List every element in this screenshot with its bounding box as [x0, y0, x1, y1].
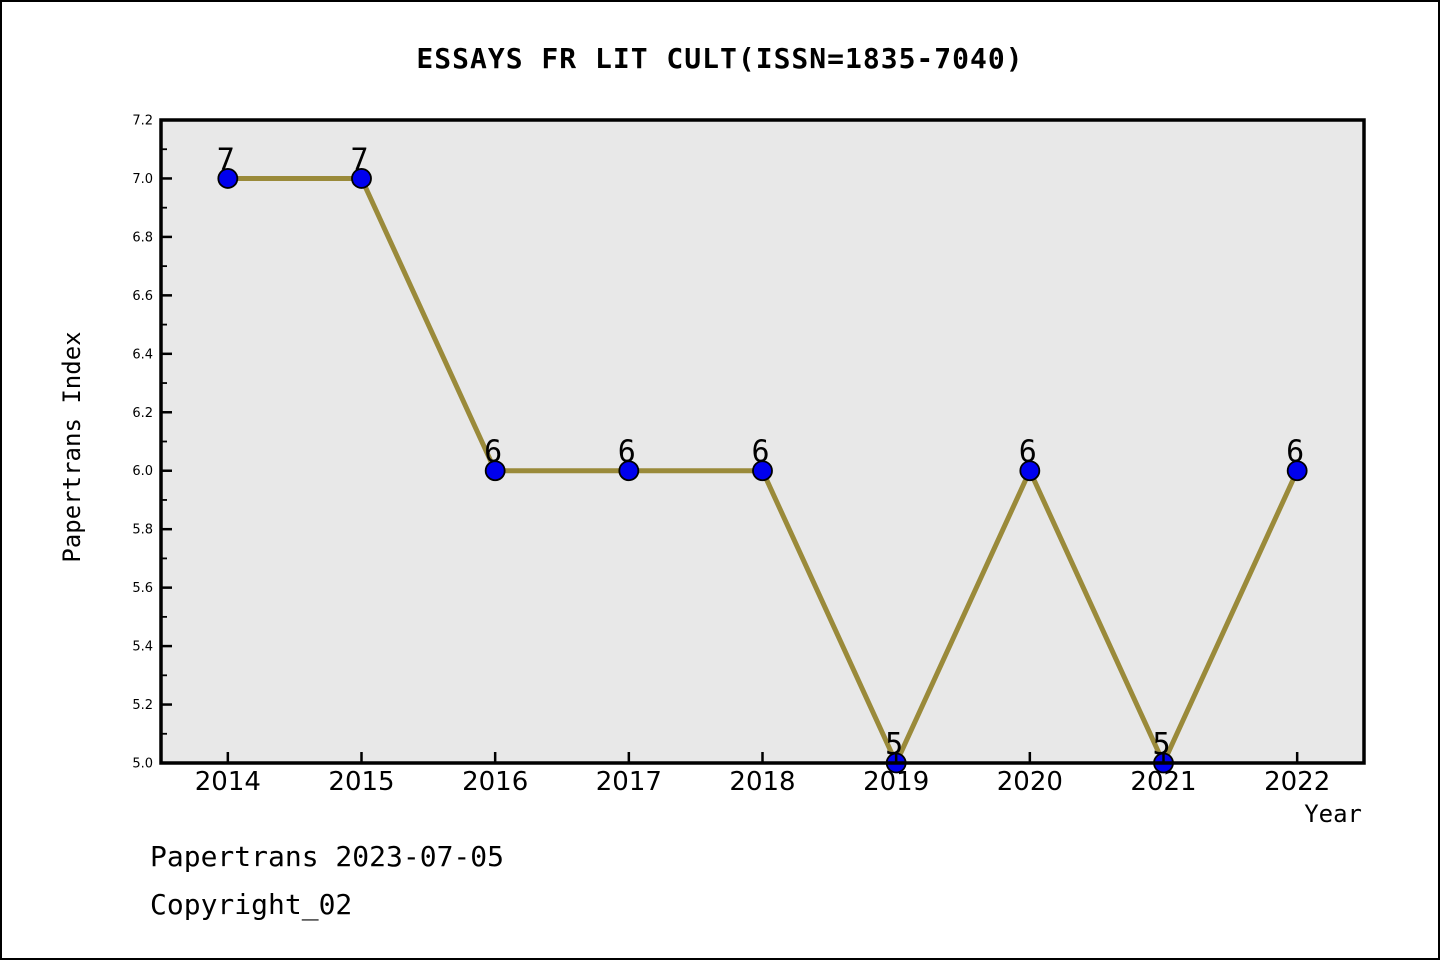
data-point: [1286, 460, 1308, 482]
x-axis-tick-label: 2014: [195, 767, 261, 797]
data-point-label: 7: [350, 142, 368, 177]
data-point-label: 6: [1286, 435, 1304, 470]
x-axis-tick-label: 2018: [729, 767, 795, 797]
y-axis-tick-label: 5.8: [132, 523, 153, 538]
data-point-label: 6: [618, 435, 636, 470]
data-point: [618, 460, 640, 482]
y-axis-tick-label: 6.4: [132, 347, 153, 362]
data-point: [351, 168, 372, 189]
x-axis-tick-label: 2022: [1264, 767, 1330, 797]
data-point-label: 5: [1152, 727, 1170, 762]
data-point: [217, 168, 239, 189]
data-point-label: 7: [217, 142, 235, 177]
data-point: [752, 460, 773, 482]
data-point-label: 6: [751, 435, 769, 470]
x-axis-tick-label: 2015: [328, 767, 394, 797]
plot-border: [159, 118, 1366, 765]
y-axis-tick-label: 6.0: [132, 464, 153, 479]
x-axis-tick-label: 2020: [997, 767, 1063, 797]
data-point-label: 5: [885, 727, 903, 762]
y-axis-title: Papertrans Index: [58, 331, 86, 562]
data-point-label: 6: [484, 435, 502, 470]
y-axis-tick-label: 6.6: [132, 289, 153, 304]
plot-area: [161, 120, 1364, 763]
y-axis-tick-label: 5.0: [132, 757, 153, 772]
y-axis-tick-label: 5.6: [132, 581, 153, 596]
y-axis-tick-label: 5.4: [132, 640, 153, 655]
footer-source-date: Papertrans 2023-07-05: [150, 840, 505, 873]
y-axis-tick-label: 6.2: [132, 406, 153, 421]
footer-copyright: Copyright_02: [150, 888, 353, 921]
x-axis-title: Year: [1304, 800, 1362, 828]
x-axis-tick-label: 2016: [462, 767, 528, 797]
data-point: [1019, 460, 1041, 482]
data-point: [484, 460, 506, 482]
y-axis-tick-label: 7.2: [132, 114, 153, 129]
x-axis-tick-label: 2019: [863, 767, 929, 797]
y-axis-tick-label: 5.2: [132, 698, 153, 713]
y-axis-tick-label: 6.8: [132, 230, 153, 245]
data-point-label: 6: [1019, 435, 1037, 470]
chart-title: ESSAYS FR LIT CULT(ISSN=1835-7040): [416, 42, 1024, 75]
y-axis-tick-label: 7.0: [132, 172, 153, 187]
x-axis-tick-label: 2017: [596, 767, 662, 797]
x-axis-tick-label: 2021: [1130, 767, 1196, 797]
